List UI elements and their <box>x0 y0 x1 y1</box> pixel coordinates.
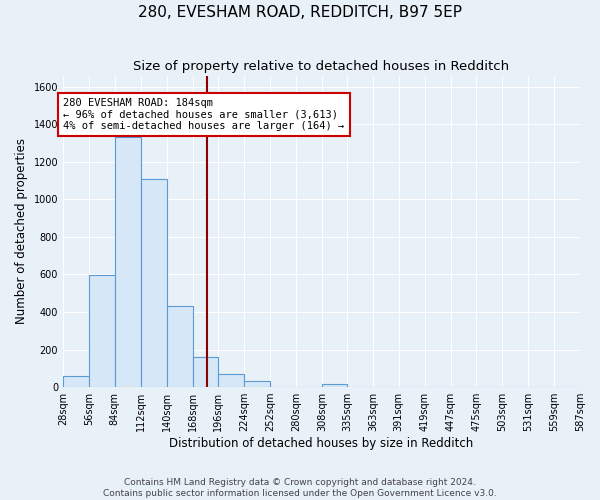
Bar <box>63 376 89 387</box>
Bar <box>244 380 270 387</box>
Text: Contains HM Land Registry data © Crown copyright and database right 2024.
Contai: Contains HM Land Registry data © Crown c… <box>103 478 497 498</box>
Text: 280, EVESHAM ROAD, REDDITCH, B97 5EP: 280, EVESHAM ROAD, REDDITCH, B97 5EP <box>138 5 462 20</box>
Bar <box>193 357 218 387</box>
Bar <box>89 276 115 387</box>
Bar <box>218 374 244 387</box>
Bar <box>115 136 141 387</box>
X-axis label: Distribution of detached houses by size in Redditch: Distribution of detached houses by size … <box>169 437 473 450</box>
Bar <box>322 384 347 387</box>
Text: 280 EVESHAM ROAD: 184sqm
← 96% of detached houses are smaller (3,613)
4% of semi: 280 EVESHAM ROAD: 184sqm ← 96% of detach… <box>63 98 344 132</box>
Bar <box>141 179 167 387</box>
Y-axis label: Number of detached properties: Number of detached properties <box>15 138 28 324</box>
Title: Size of property relative to detached houses in Redditch: Size of property relative to detached ho… <box>133 60 509 73</box>
Bar <box>167 306 193 387</box>
